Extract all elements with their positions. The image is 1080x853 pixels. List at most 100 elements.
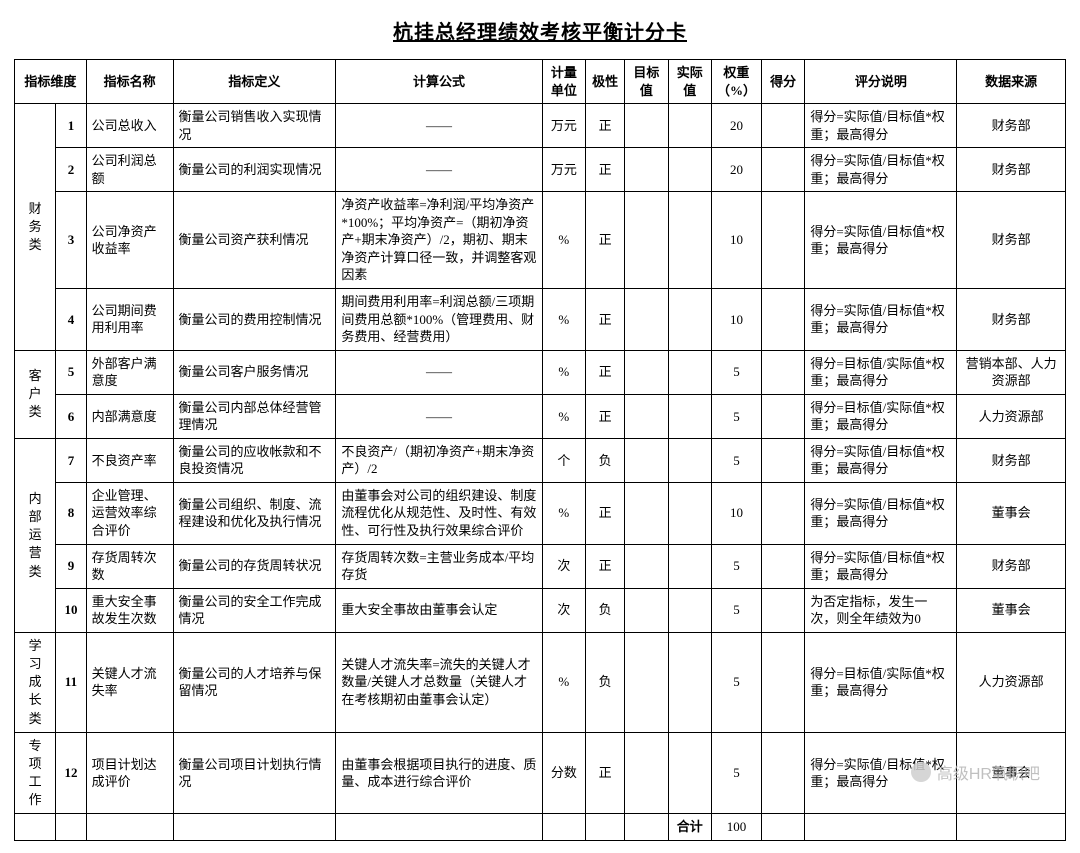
table-row: 3公司净资产收益率衡量公司资产获利情况净资产收益率=净利润/平均净资产*100%… [15, 192, 1066, 289]
cell-pol: 负 [586, 438, 625, 482]
cell-act [668, 394, 711, 438]
cell-num: 9 [56, 544, 86, 588]
cell-num: 3 [56, 192, 86, 289]
cell-tgt [625, 148, 668, 192]
totals-cell [586, 814, 625, 841]
totals-cell [173, 814, 336, 841]
cell-def: 衡量公司的利润实现情况 [173, 148, 336, 192]
cell-def: 衡量公司销售收入实现情况 [173, 104, 336, 148]
category-cell: 专项工作 [15, 732, 56, 814]
col-dim: 指标维度 [15, 60, 87, 104]
cell-desc: 得分=实际值/目标值*权重；最高得分 [805, 438, 957, 482]
cell-def: 衡量公司的存货周转状况 [173, 544, 336, 588]
cell-formula: 由董事会对公司的组织建设、制度流程优化从规范性、及时性、有效性、可行性及执行效果… [336, 482, 542, 544]
cell-pol: 正 [586, 350, 625, 394]
cell-score [761, 394, 804, 438]
cell-def: 衡量公司的费用控制情况 [173, 289, 336, 351]
col-pol: 极性 [586, 60, 625, 104]
cell-desc: 得分=实际值/目标值*权重；最高得分 [805, 192, 957, 289]
cell-desc: 得分=目标值/实际值*权重；最高得分 [805, 632, 957, 732]
totals-row: 合计100 [15, 814, 1066, 841]
totals-cell [957, 814, 1066, 841]
cell-desc: 为否定指标，发生一次，则全年绩效为0 [805, 588, 957, 632]
cell-unit: 万元 [542, 104, 585, 148]
col-actual: 实际值 [668, 60, 711, 104]
cell-name: 关键人才流失率 [86, 632, 173, 732]
totals-cell [542, 814, 585, 841]
cell-name: 外部客户满意度 [86, 350, 173, 394]
cell-name: 公司净资产收益率 [86, 192, 173, 289]
cell-score [761, 632, 804, 732]
watermark-text: 高级HR氧职吧 [937, 760, 1040, 784]
totals-cell [625, 814, 668, 841]
cell-num: 8 [56, 482, 86, 544]
col-unit: 计量单位 [542, 60, 585, 104]
cell-score [761, 438, 804, 482]
cell-wt: 5 [711, 394, 761, 438]
cell-desc: 得分=实际值/目标值*权重；最高得分 [805, 148, 957, 192]
cell-score [761, 104, 804, 148]
cell-num: 7 [56, 438, 86, 482]
table-row: 4公司期间费用利用率衡量公司的费用控制情况期间费用利用率=利润总额/三项期间费用… [15, 289, 1066, 351]
cell-unit: 次 [542, 544, 585, 588]
cell-wt: 5 [711, 732, 761, 814]
cell-wt: 5 [711, 632, 761, 732]
cell-wt: 5 [711, 588, 761, 632]
cell-score [761, 482, 804, 544]
cell-pol: 负 [586, 632, 625, 732]
cell-tgt [625, 544, 668, 588]
cell-pol: 正 [586, 732, 625, 814]
cell-formula: —— [336, 394, 542, 438]
cell-num: 11 [56, 632, 86, 732]
cell-pol: 正 [586, 289, 625, 351]
cell-act [668, 438, 711, 482]
cell-unit: % [542, 289, 585, 351]
table-row: 专项工作12项目计划达成评价衡量公司项目计划执行情况由董事会根据项目执行的进度、… [15, 732, 1066, 814]
cell-desc: 得分=实际值/目标值*权重；最高得分 [805, 289, 957, 351]
table-row: 8企业管理、运营效率综合评价衡量公司组织、制度、流程建设和优化及执行情况由董事会… [15, 482, 1066, 544]
totals-cell [761, 814, 804, 841]
cell-wt: 5 [711, 544, 761, 588]
cell-unit: % [542, 192, 585, 289]
cell-unit: 分数 [542, 732, 585, 814]
table-row: 财务类1公司总收入衡量公司销售收入实现情况——万元正20得分=实际值/目标值*权… [15, 104, 1066, 148]
cell-name: 公司期间费用利用率 [86, 289, 173, 351]
cell-formula: 由董事会根据项目执行的进度、质量、成本进行综合评价 [336, 732, 542, 814]
table-row: 9存货周转次数衡量公司的存货周转状况存货周转次数=主营业务成本/平均存货次正5得… [15, 544, 1066, 588]
cell-wt: 5 [711, 350, 761, 394]
cell-tgt [625, 192, 668, 289]
cell-act [668, 350, 711, 394]
watermark: 高级HR氧职吧 [911, 760, 1040, 784]
cell-act [668, 104, 711, 148]
cell-src: 人力资源部 [957, 394, 1066, 438]
cell-wt: 10 [711, 289, 761, 351]
cell-score [761, 732, 804, 814]
page-title: 杭挂总经理绩效考核平衡计分卡 [14, 16, 1066, 45]
totals-cell: 100 [711, 814, 761, 841]
cell-tgt [625, 588, 668, 632]
cell-def: 衡量公司的人才培养与保留情况 [173, 632, 336, 732]
totals-cell [86, 814, 173, 841]
cell-name: 公司利润总额 [86, 148, 173, 192]
totals-cell [15, 814, 56, 841]
col-formula: 计算公式 [336, 60, 542, 104]
cell-formula: 重大安全事故由董事会认定 [336, 588, 542, 632]
cell-src: 人力资源部 [957, 632, 1066, 732]
table-row: 客户类5外部客户满意度衡量公司客户服务情况——%正5得分=目标值/实际值*权重；… [15, 350, 1066, 394]
cell-name: 存货周转次数 [86, 544, 173, 588]
cell-def: 衡量公司项目计划执行情况 [173, 732, 336, 814]
cell-unit: 万元 [542, 148, 585, 192]
cell-name: 内部满意度 [86, 394, 173, 438]
table-row: 10重大安全事故发生次数衡量公司的安全工作完成情况重大安全事故由董事会认定次负5… [15, 588, 1066, 632]
cell-act [668, 632, 711, 732]
col-target: 目标值 [625, 60, 668, 104]
totals-cell [336, 814, 542, 841]
cell-src: 财务部 [957, 438, 1066, 482]
col-desc: 评分说明 [805, 60, 957, 104]
cell-num: 6 [56, 394, 86, 438]
cell-def: 衡量公司内部总体经营管理情况 [173, 394, 336, 438]
cell-num: 10 [56, 588, 86, 632]
col-def: 指标定义 [173, 60, 336, 104]
cell-score [761, 289, 804, 351]
cell-src: 营销本部、人力资源部 [957, 350, 1066, 394]
